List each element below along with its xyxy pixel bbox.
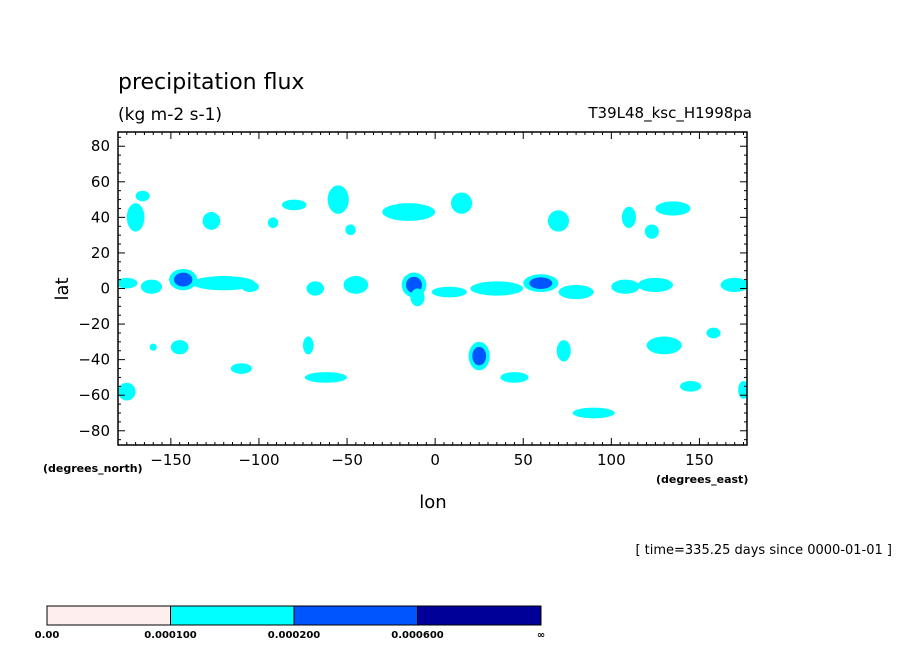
run-id: T39L48_ksc_H1998pa bbox=[587, 104, 752, 123]
y-tick-label: −40 bbox=[78, 351, 110, 369]
contour-region-33-level-1 bbox=[611, 279, 640, 294]
y-tick-label: 60 bbox=[91, 173, 110, 191]
contour-region-12-level-1 bbox=[281, 199, 307, 211]
colorbar-label-2: 0.000200 bbox=[268, 630, 321, 641]
colorbar-label-0: 0.00 bbox=[35, 630, 60, 641]
y-tick-label: −60 bbox=[78, 386, 110, 404]
contour-region-8-level-1 bbox=[170, 340, 189, 355]
x-tick-label: −150 bbox=[150, 451, 191, 469]
contour-region-7-level-1 bbox=[202, 212, 221, 230]
colorbar-label-1: 0.000100 bbox=[144, 630, 197, 641]
contour-region-14-level-1 bbox=[327, 185, 349, 214]
x-tick-label: 100 bbox=[597, 451, 626, 469]
contour-region-11-level-1 bbox=[118, 382, 136, 401]
contour-region-15-level-1 bbox=[345, 224, 356, 236]
contour-region-19-level-1 bbox=[304, 372, 348, 383]
contour-region-34-level-1 bbox=[637, 277, 674, 293]
colorbar-swatch-3 bbox=[417, 605, 542, 626]
contour-region-21-level-1 bbox=[451, 192, 473, 214]
time-label: [ time=335.25 days since 0000-01-01 ] bbox=[635, 543, 892, 558]
y-axis-label: lat bbox=[52, 277, 73, 300]
contour-region-10-level-1 bbox=[230, 363, 252, 374]
colorbar-label-4: ∞ bbox=[537, 630, 545, 641]
axis-ticks: −150 −100 −50 0 50 100 150 80 60 40 20 0 −20 −40 −60 −8… bbox=[78, 132, 747, 469]
colorbar-label-3: 0.000600 bbox=[391, 630, 444, 641]
contour-region-38-level-1 bbox=[646, 336, 682, 355]
contour-region-20-level-1 bbox=[382, 203, 436, 221]
contour-region-39-level-1 bbox=[680, 380, 702, 392]
contour-region-18-level-1 bbox=[303, 336, 314, 355]
contour-region-41-level-1 bbox=[706, 327, 721, 339]
contour-region-1-level-1 bbox=[126, 203, 145, 232]
colorbar-swatch-1 bbox=[170, 605, 295, 626]
contour-region-23-level-1 bbox=[410, 288, 425, 307]
colorbar-swatch-2 bbox=[293, 605, 418, 626]
x-tick-label: 50 bbox=[514, 451, 533, 469]
contour-region-17-level-1 bbox=[343, 276, 369, 294]
contour-region-26-level-1 bbox=[500, 372, 529, 383]
contour-region-35-level-1 bbox=[621, 206, 636, 229]
contour-region-24-level-1 bbox=[431, 286, 467, 298]
x-tick-label: −50 bbox=[331, 451, 363, 469]
contour-region-16-level-1 bbox=[306, 281, 325, 296]
colorbar: 0.00 0.000100 0.000200 0.000600 ∞ bbox=[35, 605, 545, 641]
contour-region-0-level-1 bbox=[118, 277, 138, 289]
y-tick-label: 80 bbox=[91, 137, 110, 155]
y-tick-label: 40 bbox=[91, 208, 110, 226]
contour-region-42-level-1 bbox=[738, 380, 747, 399]
colorbar-swatch-0 bbox=[46, 605, 171, 626]
contour-region-31-level-1 bbox=[556, 340, 571, 362]
x-tick-label: −100 bbox=[238, 451, 279, 469]
contour-region-6-level-1 bbox=[241, 281, 259, 293]
contour-regions bbox=[118, 185, 747, 419]
contour-region-36-level-1 bbox=[655, 201, 691, 216]
x-tick-label: 0 bbox=[430, 451, 440, 469]
y-tick-label: 0 bbox=[100, 280, 110, 298]
contour-region-37-level-1 bbox=[644, 224, 659, 239]
contour-region-28-level-2 bbox=[529, 277, 553, 289]
contour-region-32-level-1 bbox=[572, 407, 615, 419]
contour-region-5-level-1 bbox=[192, 276, 256, 291]
y-tick-label: −80 bbox=[78, 422, 110, 440]
contour-region-29-level-1 bbox=[558, 284, 594, 300]
y-tick-label: −20 bbox=[78, 315, 110, 333]
x-axis-label: lon bbox=[419, 492, 446, 513]
contour-region-13-level-1 bbox=[267, 217, 279, 229]
chart-units: (kg m-2 s-1) bbox=[118, 105, 222, 125]
contour-region-4-level-2 bbox=[174, 272, 193, 287]
y-units-label: (degrees_north) bbox=[43, 462, 143, 475]
contour-region-9-level-1 bbox=[149, 343, 157, 351]
x-tick-label: 150 bbox=[685, 451, 714, 469]
y-tick-label: 20 bbox=[91, 244, 110, 262]
chart-title: precipitation flux bbox=[118, 70, 304, 95]
contour-region-3-level-1 bbox=[140, 279, 163, 294]
contour-region-25-level-2 bbox=[472, 346, 487, 366]
contour-region-30-level-1 bbox=[547, 210, 570, 232]
contour-region-2-level-1 bbox=[135, 190, 150, 202]
x-units-label: (degrees_east) bbox=[656, 473, 748, 486]
contour-region-27-level-1 bbox=[470, 281, 524, 296]
